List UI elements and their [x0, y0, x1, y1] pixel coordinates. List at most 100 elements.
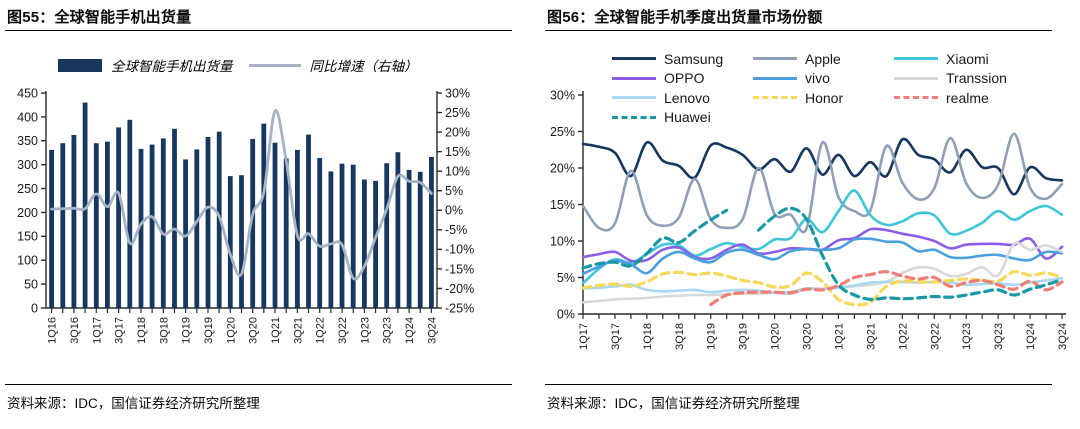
legend-item-transsion: Transsion [894, 70, 1035, 86]
svg-text:1Q22: 1Q22 [897, 323, 909, 350]
svg-text:3Q19: 3Q19 [203, 317, 215, 344]
legend-item-oppo: OPPO [612, 70, 753, 86]
svg-text:15%: 15% [445, 145, 470, 159]
svg-text:1Q21: 1Q21 [270, 317, 282, 344]
shipment-bar [60, 143, 66, 308]
fig56-legend: Samsung Apple Xiaomi OPPO vivo Transsion Lenov… [612, 49, 1035, 127]
fig55-source: 资料来源：IDC，国信证券经济研究所整理 [7, 396, 260, 411]
shipment-bar [261, 123, 267, 308]
xiaomi-line-swatch [894, 57, 938, 61]
svg-text:1Q17: 1Q17 [578, 323, 590, 350]
vivo-share-line [581, 237, 1064, 276]
shipment-bar [417, 171, 423, 308]
samsung-line-swatch [612, 57, 656, 61]
legend-label: OPPO [664, 70, 705, 87]
fig55-title: 图55：全球智能手机出货量 [7, 9, 192, 26]
yoy-legend-label: 同比增速（右轴） [309, 59, 418, 75]
svg-text:1Q17: 1Q17 [91, 317, 103, 344]
fig56-panel: 0% 5% 10% 15% 20% 25% 30% 1Q17 3Q17 1Q18 3Q18 1Q19 3… [540, 0, 1080, 429]
realme-line-swatch [894, 96, 938, 100]
svg-text:100: 100 [17, 254, 38, 268]
fig55-legend: 全球智能手机出货量 同比增速（右轴） [58, 55, 418, 75]
yoy-growth-line [50, 109, 433, 281]
market-share-lines [581, 132, 1064, 307]
shipment-bar [317, 158, 323, 308]
samsung-share-line [581, 137, 1064, 196]
svg-text:400: 400 [17, 110, 38, 124]
svg-text:30%: 30% [445, 86, 470, 100]
svg-text:-5%: -5% [445, 223, 467, 237]
shipment-bar [227, 176, 233, 308]
fig56-title-rule [545, 30, 1052, 31]
legend-item-vivo: vivo [753, 70, 894, 86]
svg-text:3Q24: 3Q24 [1057, 323, 1069, 350]
lenovo-line-swatch [612, 96, 656, 100]
fig56-axes: 0% 5% 10% 15% 20% 25% 30% 1Q17 3Q17 1Q18 3Q18 1Q19 3… [550, 88, 1069, 350]
svg-text:1Q16: 1Q16 [47, 317, 59, 344]
shipment-bar [339, 163, 345, 308]
legend-row: OPPO vivo Transsion [612, 69, 1035, 89]
svg-text:1Q20: 1Q20 [770, 323, 782, 350]
shipment-bar [105, 141, 110, 308]
shipment-bar [82, 102, 88, 308]
legend-label: Apple [805, 50, 841, 67]
shipment-bar [295, 149, 300, 308]
legend-label: realme [946, 89, 989, 106]
realme-share-line [709, 270, 1064, 307]
fig56-chart: 0% 5% 10% 15% 20% 25% 30% 1Q17 3Q17 1Q18 3Q18 1Q19 3… [550, 88, 1069, 350]
shipment-bar [362, 179, 367, 308]
svg-text:1Q19: 1Q19 [706, 323, 718, 350]
shipment-bar [283, 158, 289, 308]
svg-text:3Q19: 3Q19 [738, 323, 750, 350]
svg-text:1Q22: 1Q22 [315, 317, 327, 344]
svg-text:3Q24: 3Q24 [426, 317, 438, 344]
svg-text:3Q22: 3Q22 [337, 317, 349, 344]
shipment-bar [49, 149, 54, 308]
svg-text:3Q21: 3Q21 [292, 317, 304, 344]
svg-text:10%: 10% [550, 234, 575, 248]
shipment-bars [49, 102, 434, 309]
svg-text:3Q18: 3Q18 [674, 323, 686, 350]
shipment-bar [116, 127, 121, 309]
svg-text:3Q17: 3Q17 [114, 317, 126, 344]
legend-item-lenovo: Lenovo [612, 90, 753, 106]
shipments-bar-swatch [58, 58, 102, 72]
svg-text:5%: 5% [445, 184, 463, 198]
shipment-bar [138, 148, 144, 308]
apple-line-swatch [753, 57, 797, 61]
legend-item-apple: Apple [753, 51, 894, 67]
svg-text:150: 150 [17, 230, 38, 244]
legend-label: vivo [805, 70, 830, 87]
svg-text:1Q19: 1Q19 [181, 317, 193, 344]
vivo-line-swatch [753, 76, 797, 80]
shipment-bar [194, 149, 200, 308]
apple-share-line [581, 132, 1064, 234]
svg-text:1Q23: 1Q23 [961, 323, 973, 350]
legend-item-realme: realme [894, 90, 1035, 106]
shipment-bar [127, 119, 133, 308]
svg-text:0: 0 [31, 301, 38, 315]
svg-text:50: 50 [24, 277, 38, 291]
fig55-title-rule [5, 30, 512, 31]
svg-text:30%: 30% [550, 88, 575, 102]
legend-label: Huawei [664, 109, 711, 126]
legend-label: Transsion [946, 70, 1007, 87]
fig56-source: 资料来源：IDC，国信证券经济研究所整理 [547, 396, 800, 411]
honor-share-line [581, 269, 1064, 307]
shipment-bar [183, 159, 188, 308]
svg-text:3Q21: 3Q21 [865, 323, 877, 350]
honor-line-swatch [753, 96, 797, 100]
shipment-bar [239, 175, 244, 308]
legend-label: Lenovo [664, 89, 710, 106]
svg-text:1Q24: 1Q24 [404, 317, 416, 344]
shipment-bar [149, 144, 155, 308]
shipment-bar [373, 180, 378, 308]
svg-text:1Q18: 1Q18 [136, 317, 148, 344]
svg-text:250: 250 [17, 182, 38, 196]
fig55-panel: 0 50 100 150 200 250 300 350 400 450 -25% -20% -15% -… [5, 9, 512, 411]
shipment-bar [328, 171, 334, 308]
shipments-legend-label: 全球智能手机出货量 [111, 59, 233, 75]
shipment-bar [395, 152, 401, 308]
svg-text:0%: 0% [557, 307, 575, 321]
